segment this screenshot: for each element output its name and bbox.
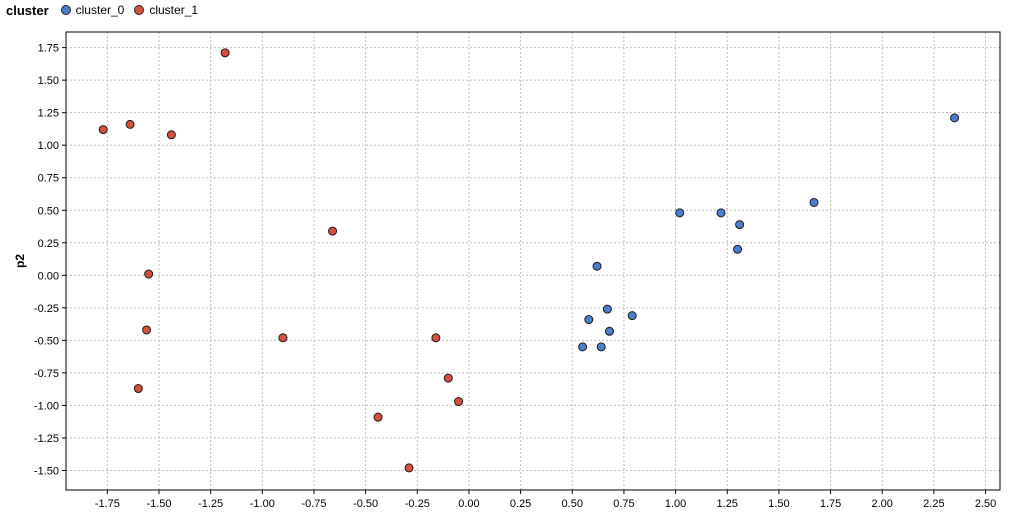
- y-tick-label: -1.50: [34, 465, 59, 477]
- data-point-cluster-0[interactable]: [809, 197, 819, 207]
- data-point-cluster-1[interactable]: [454, 397, 464, 407]
- data-point-cluster-1[interactable]: [144, 269, 154, 279]
- y-tick-label: -0.75: [34, 368, 59, 380]
- data-point-cluster-0[interactable]: [602, 304, 612, 314]
- x-tick-label: 1.25: [717, 498, 738, 510]
- legend-title: cluster: [6, 2, 49, 18]
- y-tick-label: 0.25: [38, 238, 59, 250]
- x-tick-label: 2.50: [975, 498, 996, 510]
- x-tick-label: 0.00: [458, 498, 479, 510]
- y-tick-label: -1.25: [34, 433, 59, 445]
- x-tick-label: 0.75: [613, 498, 634, 510]
- y-tick-label: -1.00: [34, 400, 59, 412]
- data-point-cluster-0[interactable]: [604, 326, 614, 336]
- data-point-cluster-0[interactable]: [578, 342, 588, 352]
- data-point-cluster-1[interactable]: [373, 412, 383, 422]
- y-tick-label: -0.50: [34, 335, 59, 347]
- x-tick-label: -0.50: [353, 498, 378, 510]
- data-point-cluster-1[interactable]: [133, 384, 143, 394]
- y-tick-label: 0.50: [38, 205, 59, 217]
- x-tick-label: 0.50: [562, 498, 583, 510]
- axes: -1.75 -1.50 -1.25 -1.00 -0.75 -0.50 -0.25 0.00 0…: [34, 31, 1001, 510]
- data-point-cluster-1[interactable]: [278, 333, 288, 343]
- y-tick-label: 1.50: [38, 75, 59, 87]
- data-point-cluster-0[interactable]: [950, 113, 960, 123]
- y-axis-label: p2: [13, 254, 27, 268]
- data-point-cluster-0[interactable]: [675, 208, 685, 218]
- x-tick-label: -0.75: [301, 498, 326, 510]
- y-tick-label: 0.00: [38, 270, 59, 282]
- data-point-cluster-1[interactable]: [98, 125, 108, 135]
- y-tick-label: 1.75: [38, 43, 59, 55]
- legend-label-cluster-0: cluster_0: [75, 3, 125, 17]
- data-point-cluster-1[interactable]: [166, 130, 176, 140]
- legend: cluster cluster_0 cluster_1: [0, 0, 1010, 20]
- data-point-cluster-1[interactable]: [220, 48, 230, 58]
- y-tick-label: 1.25: [38, 108, 59, 120]
- x-tick-label: 1.00: [665, 498, 686, 510]
- legend-label-cluster-1: cluster_1: [149, 3, 199, 17]
- data-points: [98, 48, 960, 473]
- y-tick-label: -0.25: [34, 303, 59, 315]
- data-point-cluster-0[interactable]: [733, 244, 743, 254]
- legend-swatch-cluster-0: [60, 5, 71, 15]
- plot-frame: [65, 31, 1001, 491]
- x-tick-label: -1.25: [198, 498, 223, 510]
- data-point-cluster-1[interactable]: [142, 325, 152, 335]
- data-point-cluster-1[interactable]: [328, 226, 338, 236]
- data-point-cluster-0[interactable]: [592, 261, 602, 271]
- data-point-cluster-0[interactable]: [716, 208, 726, 218]
- x-tick-label: 0.25: [510, 498, 531, 510]
- data-point-cluster-0[interactable]: [735, 220, 745, 230]
- data-point-cluster-1[interactable]: [404, 463, 414, 473]
- legend-item-cluster-1[interactable]: cluster_1: [134, 3, 198, 17]
- x-tick-label: -1.75: [95, 498, 120, 510]
- data-point-cluster-1[interactable]: [431, 333, 441, 343]
- y-tick-label: 1.00: [38, 140, 59, 152]
- legend-item-cluster-0[interactable]: cluster_0: [60, 3, 125, 17]
- x-tick-label: 1.50: [768, 498, 789, 510]
- y-tick-label: 0.75: [38, 173, 59, 185]
- x-tick-label: -0.25: [405, 498, 430, 510]
- x-tick-label: 2.25: [923, 498, 944, 510]
- x-tick-label: 2.00: [872, 498, 893, 510]
- legend-swatch-cluster-1: [134, 5, 145, 15]
- data-point-cluster-0[interactable]: [584, 315, 594, 325]
- x-tick-label: -1.00: [250, 498, 275, 510]
- x-tick-label: -1.50: [146, 498, 171, 510]
- x-tick-label: 1.75: [820, 498, 841, 510]
- data-point-cluster-0[interactable]: [596, 342, 606, 352]
- data-point-cluster-1[interactable]: [443, 373, 453, 383]
- grid: [66, 32, 1000, 490]
- data-point-cluster-0[interactable]: [627, 311, 637, 321]
- data-point-cluster-1[interactable]: [125, 119, 135, 129]
